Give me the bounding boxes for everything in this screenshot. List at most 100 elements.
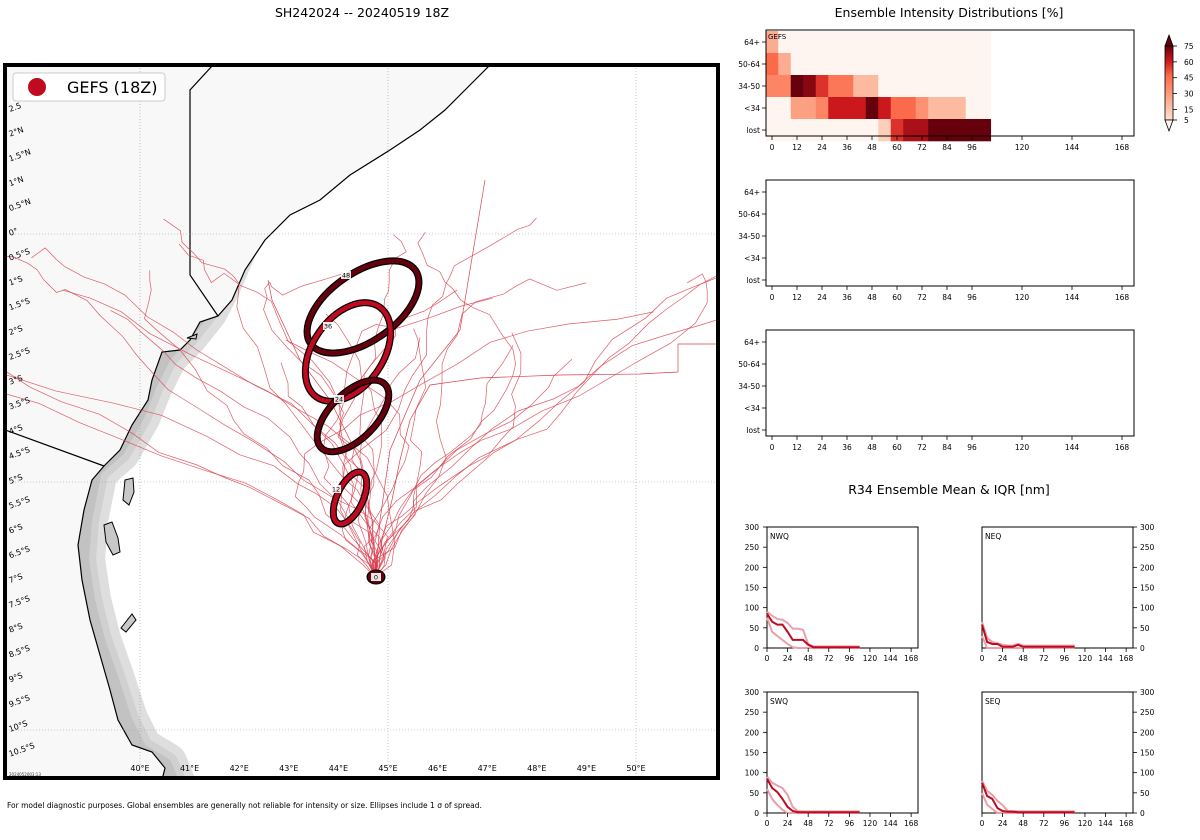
y-tick-label: 250 <box>745 708 760 717</box>
x-tick-label: 96 <box>1060 819 1070 828</box>
x-tick-label: 96 <box>967 143 977 152</box>
heat-cell <box>878 31 892 54</box>
r34-panel-seq: SEQ 0 50 100 150 200 250 300 0 24 48 72 96 120 144 168 <box>980 688 1155 828</box>
colorbar: 75 60 45 30 15 5 <box>1164 33 1194 133</box>
y-tick-label: 100 <box>745 604 760 613</box>
member-track <box>375 179 486 577</box>
heat-cell <box>840 31 854 54</box>
colorbar-tick-label: 30 <box>1184 90 1194 99</box>
x-tick-label: 60 <box>892 293 902 302</box>
x-tick-label: 84 <box>942 443 952 452</box>
row-label: 34-50 <box>738 232 760 241</box>
y-tick-label: 100 <box>745 769 760 778</box>
x-tick-label: 168 <box>1115 293 1130 302</box>
legend-marker <box>28 78 46 96</box>
x-tick-label: 120 <box>863 654 878 663</box>
x-tick-label: 120 <box>1078 654 1093 663</box>
r34-series <box>766 613 860 649</box>
heat-cell <box>978 119 992 142</box>
heat-cell <box>878 119 892 142</box>
x-tick-label: 24 <box>817 443 827 452</box>
x-tick-label: 36 <box>842 143 852 152</box>
island-zanzibar <box>103 521 121 556</box>
panel-frame <box>765 179 1135 287</box>
x-tick-label: 144 <box>1065 443 1080 452</box>
heat-cell <box>978 75 992 98</box>
y-tick-label: 0 <box>754 644 759 653</box>
row-label: <34 <box>744 254 760 263</box>
x-tick-label: 120 <box>1015 443 1030 452</box>
heat-cell <box>965 75 979 98</box>
x-tick-label: 96 <box>967 293 977 302</box>
member-track <box>374 278 587 578</box>
heat-cell <box>965 31 979 54</box>
intensity-panel-2: 64+ 50-64 34-50 <34 lost 0 12 24 36 48 60 72 84 96 120… <box>738 179 1135 302</box>
row-label: lost <box>746 276 760 285</box>
ellipse-label: 48 <box>342 272 350 280</box>
y-tick-label: 50 <box>1140 624 1150 633</box>
r34-series <box>981 624 1075 648</box>
heat-cell <box>815 75 829 98</box>
y-tick-label: 300 <box>745 523 760 532</box>
x-tick-label: 96 <box>1060 654 1070 663</box>
heat-cell <box>803 53 817 76</box>
quadrant-label: SEQ <box>985 697 1000 706</box>
heat-cell <box>890 75 904 98</box>
heat-cell <box>903 75 917 98</box>
x-tick-label: 168 <box>904 654 919 663</box>
colorbar-tick-label: 75 <box>1184 42 1194 51</box>
intensity-panel-1: GEFS 64+ 50-64 34-50 <34 lost 0 12 24 36 48 60 72 84 9… <box>738 29 1135 152</box>
x-tick-label: 24 <box>998 654 1008 663</box>
x-tick-label: 48 <box>867 293 877 302</box>
map-frame <box>3 63 720 780</box>
x-tick-label: 0 <box>770 293 775 302</box>
y-tick-label: 150 <box>745 584 760 593</box>
member-track <box>372 332 522 578</box>
footnote: For model diagnostic purposes. Global en… <box>7 801 482 810</box>
heat-cell <box>853 31 867 54</box>
member-track <box>377 343 718 576</box>
heat-cell <box>865 53 879 76</box>
member-track <box>178 243 378 578</box>
heat-cell <box>928 75 942 98</box>
heat-cell <box>890 31 904 54</box>
heat-cell <box>778 53 792 76</box>
heat-cell <box>765 97 779 120</box>
row-label: 64+ <box>744 188 760 197</box>
member-track <box>163 218 380 578</box>
x-tick-label: 144 <box>1098 654 1113 663</box>
heat-cell <box>978 31 992 54</box>
x-tick-label: 24 <box>817 293 827 302</box>
x-tick-label: 0 <box>765 819 770 828</box>
x-tick-label: 120 <box>1078 819 1093 828</box>
island-pemba <box>122 477 135 506</box>
member-track <box>144 270 379 578</box>
heat-cell <box>928 97 942 120</box>
row-label: lost <box>746 126 760 135</box>
x-tick-label: 72 <box>1039 654 1049 663</box>
row-label: 64+ <box>744 338 760 347</box>
lon-tick-label: 42°E <box>230 764 249 773</box>
legend-label: GEFS (18Z) <box>67 78 157 97</box>
heat-cell <box>840 75 854 98</box>
x-tick-label: 72 <box>917 443 927 452</box>
ellipse-label: 24 <box>335 396 343 404</box>
heat-cell <box>815 31 829 54</box>
row-label: 50-64 <box>738 360 760 369</box>
heat-cell <box>778 97 792 120</box>
x-tick-label: 48 <box>867 143 877 152</box>
x-tick-label: 144 <box>883 654 898 663</box>
heat-cell <box>778 75 792 98</box>
y-tick-label: 250 <box>1140 708 1155 717</box>
ellipse-label: 36 <box>324 323 332 331</box>
x-tick-label: 12 <box>792 293 802 302</box>
lon-tick-label: 46°E <box>428 764 447 773</box>
heat-cell <box>903 31 917 54</box>
heat-cell <box>790 75 804 98</box>
colorbar-tick-label: 60 <box>1184 58 1194 67</box>
heat-cell <box>765 75 779 98</box>
y-tick-label: 0 <box>754 809 759 818</box>
x-tick-label: 12 <box>792 143 802 152</box>
quadrant-label: NEQ <box>985 532 1001 541</box>
x-tick-label: 60 <box>892 143 902 152</box>
